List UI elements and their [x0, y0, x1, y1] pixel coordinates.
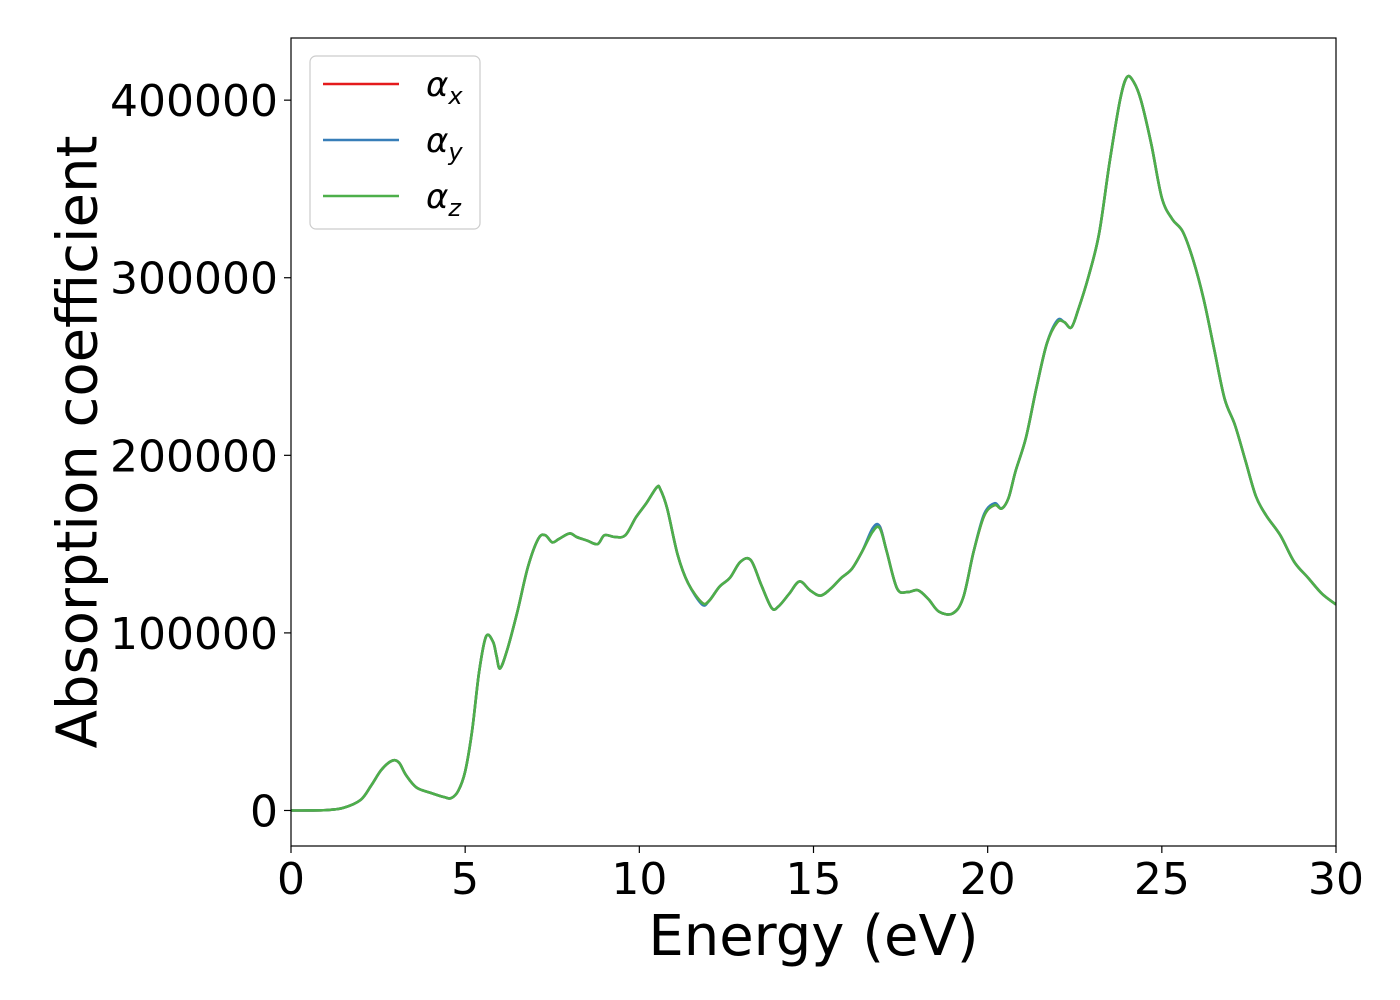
x-axis-label: Energy (eV)	[648, 904, 978, 969]
x-tick-label: 15	[786, 854, 842, 905]
legend: αx αy αz	[309, 55, 481, 230]
y-tick-label: 300000	[110, 254, 278, 305]
legend-box	[309, 55, 481, 230]
x-tick-label: 10	[611, 854, 667, 905]
x-tick-label: 20	[960, 854, 1016, 905]
x-tick-label: 5	[451, 854, 479, 905]
x-axis-ticks: 0 5 10 15 20 25 30	[277, 846, 1364, 905]
y-axis-label: Absorption coefficient	[46, 136, 111, 749]
series-layer	[291, 74, 1336, 812]
legend-label-2: αy	[426, 121, 463, 166]
x-tick-label: 30	[1308, 854, 1364, 905]
y-axis-ticks: 0 100000 200000 300000 400000	[110, 76, 291, 837]
x-tick-label: 0	[277, 854, 305, 905]
series-line-3	[291, 74, 1336, 812]
y-tick-label: 100000	[110, 609, 278, 660]
y-tick-label: 200000	[110, 431, 278, 482]
legend-label-3: αz	[426, 177, 462, 222]
y-tick-label: 400000	[110, 76, 278, 127]
y-tick-label: 0	[250, 786, 278, 837]
x-tick-label: 25	[1134, 854, 1190, 905]
legend-label-1: αx	[426, 65, 463, 110]
